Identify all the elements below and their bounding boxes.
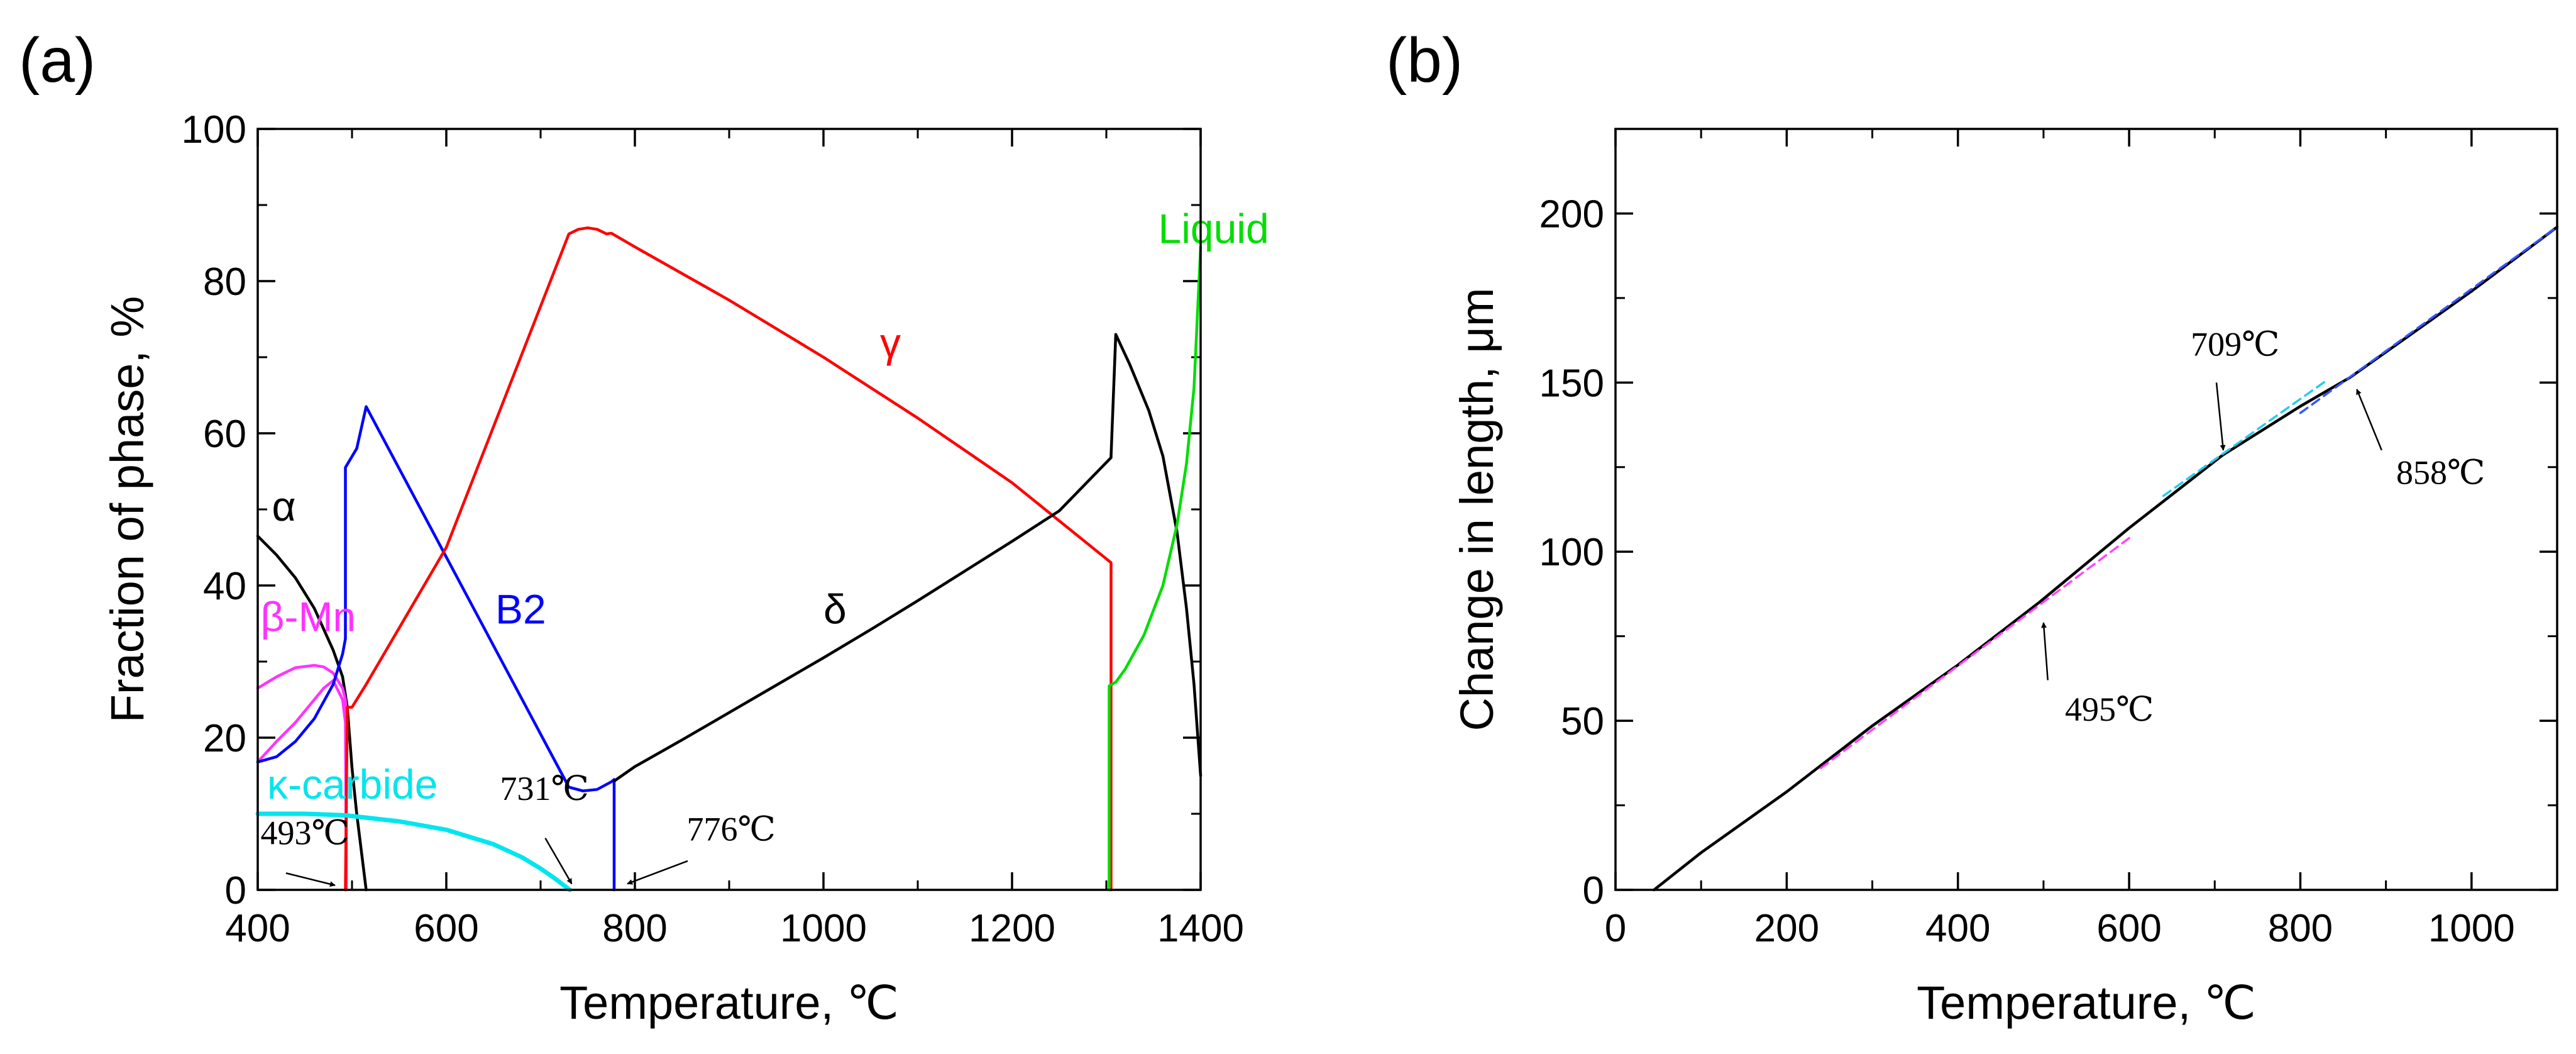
panel-b-series-dilatation	[1653, 225, 2559, 892]
panel-a-series-liquid	[1108, 245, 1203, 892]
panel-a-phase-label-beta-mn: β-Mn	[261, 594, 356, 640]
panel-a-phase-label-delta: δ	[823, 586, 847, 633]
panel-b-series-fit-low	[1820, 536, 2130, 770]
panel-b-x-tick-label: 200	[1754, 907, 1819, 950]
panel-b-y-tick-label: 100	[1539, 531, 1604, 574]
panel-b-annotation-label: 858℃	[2396, 454, 2485, 492]
panel-b-label: (b)	[1386, 25, 1463, 96]
panel-b-series-fit-high	[2299, 226, 2558, 414]
panel-a-phase-label-gamma: γ	[880, 319, 901, 366]
panel-b-y-tick-label: 150	[1539, 362, 1604, 405]
panel-b-annotation-arrow	[2215, 382, 2226, 451]
panel-a-y-tick-label: 100	[182, 108, 246, 152]
panel-a-annotation-label: 731℃	[500, 770, 589, 807]
panel-b-frame	[1614, 128, 2558, 891]
panel-b-y-tick-label: 0	[1583, 869, 1604, 913]
panel-a-label: (a)	[19, 25, 96, 96]
panel-a-x-axis-label: Temperature, ℃	[559, 977, 899, 1029]
panel-a-x-tick-label: 400	[225, 907, 290, 950]
panel-a-series-delta	[612, 333, 1203, 783]
panel-b-x-tick-label: 800	[2268, 907, 2333, 950]
panel-b-x-tick-label: 600	[2096, 907, 2161, 950]
panel-a-phase-label-liquid: Liquid	[1159, 206, 1269, 252]
panel-a-annotation-label: 776℃	[687, 810, 776, 848]
panel-b-annotation-arrow	[2041, 622, 2049, 680]
panel-a-series-b2	[256, 405, 616, 892]
panel-a-y-tick-label: 20	[203, 717, 246, 760]
panel-b-series-fit-mid	[2162, 379, 2328, 497]
panel-a-phase-label-kappa-carbide: κ-carbide	[267, 761, 438, 807]
panel-a-y-axis-label: Fraction of phase, %	[101, 296, 153, 723]
panel-b-y-tick-label: 50	[1561, 700, 1604, 743]
panel-b-x-axis-label: Temperature, ℃	[1917, 977, 2256, 1029]
panel-b-annotation-label: 495℃	[2065, 691, 2154, 728]
panel-a-x-tick-label: 1400	[1157, 907, 1244, 950]
panel-a-y-tick-label: 0	[225, 869, 246, 913]
panel-b: (b) 0 200 400 600 800 1000 0 50 100 150 200 709℃ 49…	[1386, 25, 2559, 1029]
panel-b-x-tick-label: 1000	[2428, 907, 2515, 950]
panel-b-x-tick-label: 400	[1925, 907, 1990, 950]
panel-a-x-tick-label: 800	[602, 907, 667, 950]
panel-a-phase-label-b2: B2	[495, 586, 546, 633]
panel-a-frame	[256, 128, 1202, 891]
panel-a-annotation-arrow	[285, 872, 336, 887]
panel-b-y-tick-label: 200	[1539, 192, 1604, 236]
panel-b-annotation-label: 709℃	[2191, 325, 2279, 363]
panel-b-annotation-arrow	[2356, 389, 2382, 451]
panel-a-phase-label-alpha: α	[272, 483, 296, 530]
panel-a: (a) 400 600 800 1000 1200 1400 0 20 40 60 80 100 49…	[19, 25, 1269, 1029]
panel-a-series-kappa-carbide	[255, 811, 572, 892]
panel-a-y-tick-label: 60	[203, 413, 246, 456]
panel-a-x-tick-label: 1000	[780, 907, 867, 950]
panel-a-annotation-arrow	[544, 838, 573, 885]
panel-a-y-tick-label: 80	[203, 260, 246, 304]
panel-a-y-tick-label: 40	[203, 565, 246, 608]
panel-b-x-tick-label: 0	[1605, 907, 1626, 950]
panel-a-x-tick-label: 600	[414, 907, 478, 950]
panel-a-annotation-label: 493℃	[261, 814, 350, 852]
panel-b-y-axis-label: Change in length, μm	[1451, 288, 1503, 731]
panel-a-x-tick-label: 1200	[969, 907, 1055, 950]
panel-a-annotation-arrow	[627, 860, 688, 885]
